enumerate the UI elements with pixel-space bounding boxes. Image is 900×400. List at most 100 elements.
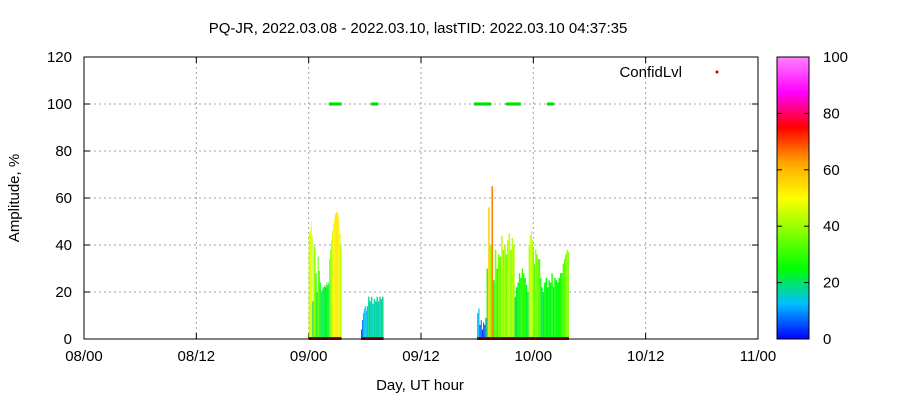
amplitude-bar (363, 308, 365, 339)
x-tick-label: 10/12 (627, 348, 665, 365)
amplitude-bar (479, 324, 481, 339)
amplitude-bar (494, 249, 497, 339)
amplitude-bar (333, 219, 335, 339)
colorbar: 0 20 40 60 80 100 (776, 49, 848, 348)
x-axis-label: Day, UT hour (376, 377, 464, 394)
amplitude-bar (328, 282, 330, 339)
amplitude-bar (368, 296, 370, 339)
x-tick-label: 08/00 (65, 348, 103, 365)
amplitude-bar (488, 207, 490, 339)
legend: ConfidLvl (619, 64, 719, 81)
y-axis-label: Amplitude, % (6, 154, 23, 242)
amplitude-bar (523, 273, 525, 339)
amplitude-bar (561, 273, 563, 339)
chart-title: PQ-JR, 2022.03.08 - 2022.03.10, lastTID:… (209, 20, 628, 37)
y-tick-label: 100 (47, 96, 72, 113)
amplitude-bar (544, 282, 546, 339)
amplitude-bar (547, 287, 549, 339)
amplitude-bar (373, 299, 376, 339)
amplitude-bar (496, 268, 498, 339)
amplitude-bar (311, 235, 313, 339)
amplitude-bar (312, 301, 314, 339)
amplitude-bar (322, 287, 324, 339)
amplitude-bar (531, 240, 534, 339)
colorbar-tick-label: 80 (823, 105, 840, 122)
amplitude-bar (489, 245, 492, 339)
amplitude-bar (366, 306, 369, 339)
amplitude-bar (540, 277, 542, 339)
amplitude-bar (502, 249, 505, 339)
amplitude-bar (534, 263, 536, 339)
amplitude-bar (364, 306, 366, 339)
amplitude-bar (314, 247, 316, 339)
amplitude-bar (533, 249, 535, 339)
amplitude-bar (566, 249, 568, 339)
amplitude-bar (558, 277, 560, 339)
amplitude-bar (362, 320, 363, 339)
amplitude-bar (319, 282, 321, 339)
amplitude-bar (562, 263, 564, 339)
amplitude-bar (508, 233, 511, 339)
amplitude-bar (551, 273, 553, 339)
confidence-point (551, 102, 555, 106)
colorbar-tick-label: 100 (823, 49, 848, 66)
amplitude-bar (563, 259, 566, 339)
y-tick-label: 60 (55, 190, 72, 207)
amplitude-bar (557, 282, 559, 339)
amplitude-bar (325, 287, 327, 339)
amplitude-bar (520, 277, 522, 339)
x-tick-label: 10/00 (515, 348, 553, 365)
amplitude-bar (524, 277, 526, 339)
amplitude-bar (370, 296, 373, 339)
legend-marker (715, 70, 719, 74)
amplitude-bar (318, 270, 320, 339)
y-tick-label: 20 (55, 284, 72, 301)
colorbar-tick-label: 0 (823, 331, 831, 348)
amplitude-bar (504, 245, 506, 339)
amplitude-bar (538, 259, 541, 339)
amplitude-bar (327, 284, 329, 339)
amplitude-bar (521, 268, 524, 339)
amplitude-bar (365, 310, 367, 339)
amplitude-bar (377, 301, 380, 339)
amplitude-bar (542, 292, 545, 339)
amplitude-bar (315, 273, 317, 339)
amplitude-bar (535, 249, 537, 339)
plot-area: 0 20 40 60 80 100 120 08/00 08/12 09/00 09/12 10/00… (47, 49, 776, 365)
amplitude-bar (309, 233, 311, 339)
amplitude-bar (361, 329, 363, 339)
amplitude-bar (548, 280, 550, 339)
amplitude-bar (335, 212, 337, 339)
amplitude-bar (493, 280, 495, 339)
amplitude-bar (329, 259, 331, 339)
amplitude-bar (326, 282, 328, 339)
amplitude-bar (339, 233, 341, 339)
amplitude-bar (481, 329, 484, 339)
amplitude-bar (483, 322, 485, 339)
amplitude-bar (324, 284, 326, 339)
amplitude-bar (320, 292, 322, 339)
amplitude-bar (375, 301, 377, 339)
amplitude-bar (340, 245, 342, 339)
amplitude-bar (480, 320, 482, 339)
amplitude-bar (513, 245, 515, 339)
legend-label: ConfidLvl (619, 64, 682, 81)
amplitude-bar (552, 287, 555, 339)
amplitude-bar (309, 230, 311, 339)
x-tick-label: 11/00 (740, 348, 776, 365)
amplitude-bar (516, 287, 518, 339)
y-tick-label: 0 (64, 331, 72, 348)
amplitude-bar (530, 230, 532, 339)
amplitude-bar (336, 212, 338, 339)
amplitude-bar (362, 313, 364, 339)
amplitude-bar (334, 214, 336, 339)
plot-frame (83, 56, 759, 340)
amplitude-bar (338, 221, 340, 339)
colorbar-fill (777, 57, 809, 339)
colorbar-tick-label: 20 (823, 275, 840, 292)
amplitude-bar (323, 287, 325, 339)
amplitude-bar (310, 226, 312, 339)
amplitude-bar (525, 284, 528, 339)
